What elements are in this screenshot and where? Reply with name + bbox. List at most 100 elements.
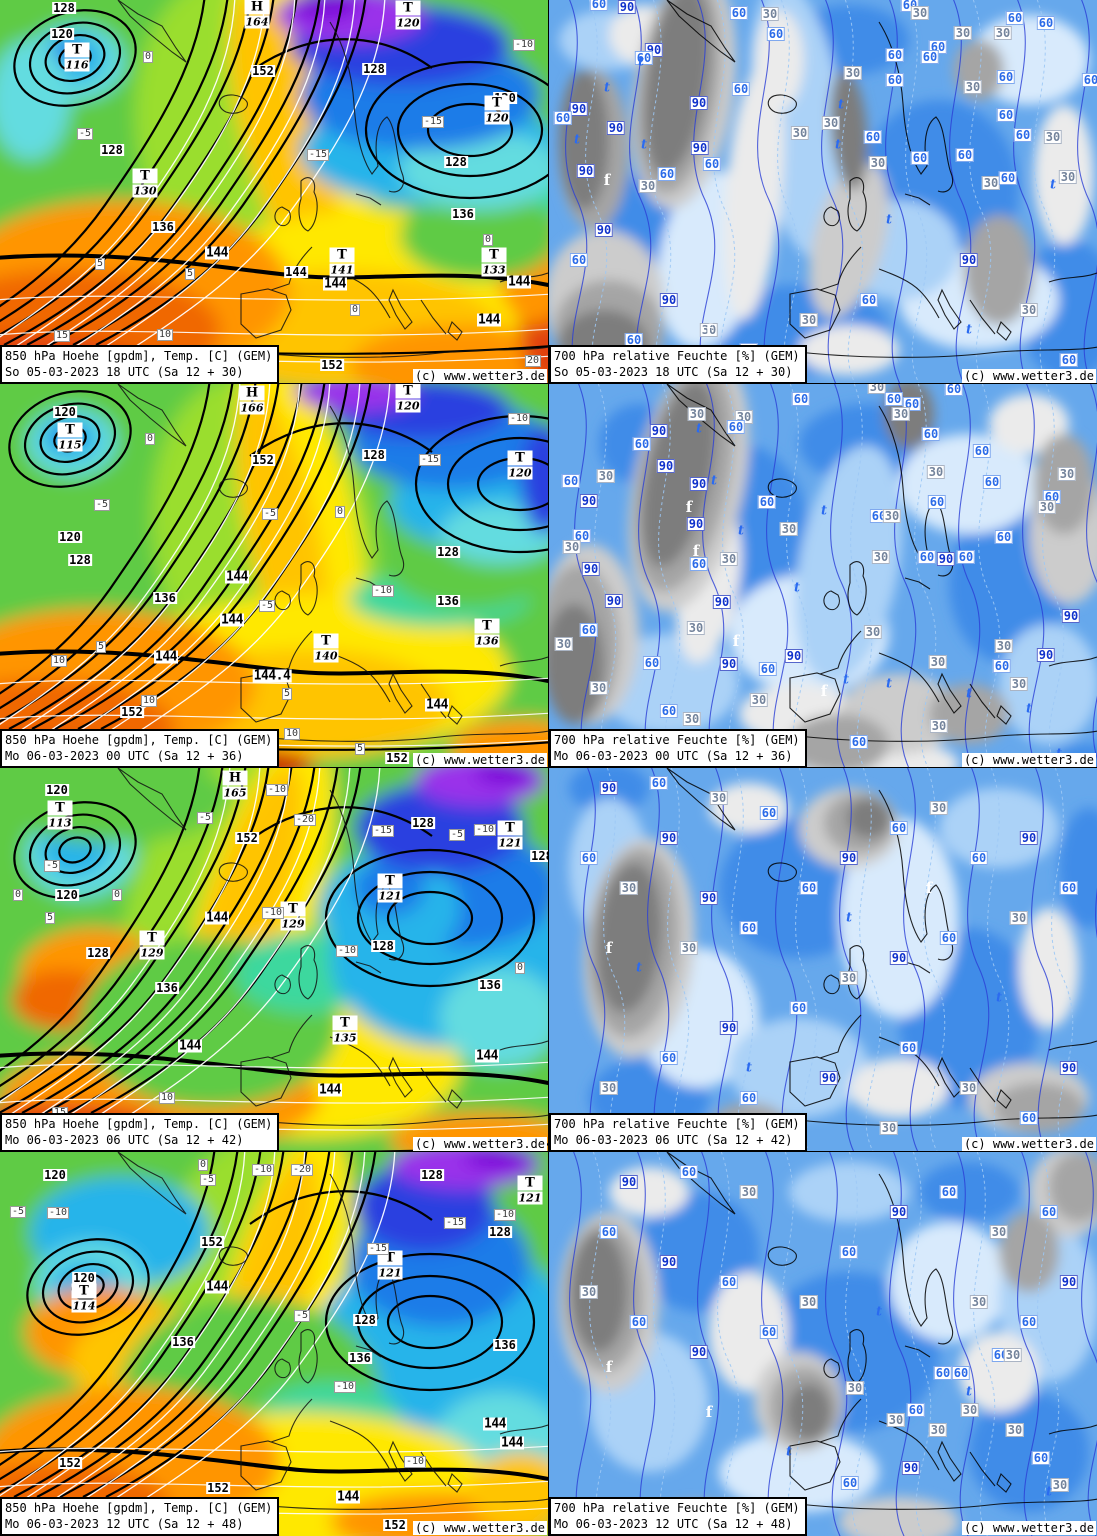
height-contour-label: 144 xyxy=(220,612,244,628)
humidity-contour-label: 90 xyxy=(606,121,626,135)
humidity-contour-label: 30 xyxy=(579,1285,599,1299)
humidity-contour-label: 60 xyxy=(569,253,589,267)
humidity-contour-label: 30 xyxy=(953,26,973,40)
height-contour-label: 152 xyxy=(200,1235,224,1249)
humidity-contour-label: 90 xyxy=(784,649,804,663)
humidity-contour-label: 60 xyxy=(553,111,573,125)
height-contour-label: 144 xyxy=(500,1435,524,1451)
humidity-contour-label: 60 xyxy=(649,776,669,790)
copyright-watermark: (c) www.wetter3.de xyxy=(412,1137,547,1151)
f-symbol: f xyxy=(605,1358,613,1376)
humidity-contour-label: 30 xyxy=(871,550,891,564)
temperature-contour-label: 0 xyxy=(482,234,494,246)
panel-info-box: 700 hPa relative Feuchte [%] (GEM) Mo 06-… xyxy=(549,1112,807,1152)
t-symbol: t xyxy=(603,80,611,96)
humidity-contour-label: 30 xyxy=(1005,1423,1025,1437)
panel-title: 700 hPa relative Feuchte [%] (GEM) xyxy=(554,1116,800,1131)
map-panel-700hpa-humidity-row1: 6090603060906060906090903090606090306030… xyxy=(548,0,1097,385)
height-contour-label: 144 xyxy=(154,649,178,665)
t-symbol: t xyxy=(820,503,828,519)
humidity-contour-label: 30 xyxy=(679,941,699,955)
height-contour-label: 144 xyxy=(284,265,308,279)
temperature-contour-label: 20 xyxy=(524,355,542,367)
temperature-contour-label: -5 xyxy=(199,1174,217,1186)
height-contour-label: 152 xyxy=(320,358,344,372)
temperature-contour-label: -10 xyxy=(507,413,531,425)
humidity-contour-label: 30 xyxy=(739,1185,759,1199)
height-contour-label: 128 xyxy=(436,545,460,559)
f-symbol: f xyxy=(820,682,828,700)
low-center-marker: T 115 xyxy=(57,422,83,452)
humidity-contour-label: 30 xyxy=(928,1423,948,1437)
humidity-contour-label: 60 xyxy=(731,82,751,96)
humidity-contour-label: 60 xyxy=(634,51,654,65)
height-contour-label: 120 xyxy=(72,1271,96,1285)
panel-info-box: 850 hPa Hoehe [gpdm], Temp. [C] (GEM) Mo … xyxy=(0,728,280,768)
temperature-contour-label: -10 xyxy=(251,1164,275,1176)
humidity-contour-label: 90 xyxy=(1059,1275,1079,1289)
humidity-contour-label: 30 xyxy=(843,66,863,80)
f-symbol: f xyxy=(685,498,693,516)
temperature-contour-label: -15 xyxy=(421,116,445,128)
humidity-contour-label: 60 xyxy=(899,1041,919,1055)
t-symbol: t xyxy=(885,676,893,692)
humidity-contour-label: 30 xyxy=(867,384,887,394)
humidity-contour-label: 90 xyxy=(959,253,979,267)
temperature-contour-label: -5 xyxy=(43,860,61,872)
high-center-marker: H 165 xyxy=(222,770,248,800)
temperature-contour-label: -10 xyxy=(403,1456,427,1468)
f-symbol: f xyxy=(692,542,700,560)
map-panel-850hpa-height-temp-row1: 1281201521281201281281361361441521441441… xyxy=(0,0,549,385)
humidity-contour-label: 30 xyxy=(910,6,930,20)
humidity-contour-label: 30 xyxy=(1009,677,1029,691)
humidity-contour-label: 60 xyxy=(579,851,599,865)
humidity-contour-label: 30 xyxy=(1043,130,1063,144)
panel-timestamp: So 05-03-2023 18 UTC (Sa 12 + 30) xyxy=(554,364,793,379)
panel-info-box: 700 hPa relative Feuchte [%] (GEM) Mo 06-… xyxy=(549,1496,807,1536)
humidity-contour-label: 30 xyxy=(993,26,1013,40)
humidity-contour-label: 30 xyxy=(1009,911,1029,925)
humidity-contour-label: 90 xyxy=(689,477,709,491)
temperature-contour-label: -10 xyxy=(265,784,289,796)
humidity-contour-label: 60 xyxy=(859,293,879,307)
coastline xyxy=(666,0,1097,358)
height-contour-label: 120 xyxy=(53,405,77,419)
height-contour-label: 144 xyxy=(507,274,531,290)
low-center-marker: T 136 xyxy=(474,618,500,648)
temperature-contour-label: -15 xyxy=(443,1217,467,1229)
height-contour-label: 136 xyxy=(171,1335,195,1349)
humidity-contour-label: 90 xyxy=(656,459,676,473)
humidity-contour-label: 60 xyxy=(758,662,778,676)
humidity-contour-label: 30 xyxy=(969,1295,989,1309)
temperature-contour-label: -10 xyxy=(512,39,536,51)
panel-timestamp: Mo 06-03-2023 06 UTC (Sa 12 + 42) xyxy=(554,1132,793,1147)
height-contour-label: 136 xyxy=(348,1351,372,1365)
temperature-contour-label: 0 xyxy=(111,889,123,901)
height-contour-label: 144 xyxy=(477,312,501,328)
humidity-contour-label: 90 xyxy=(686,517,706,531)
humidity-contour-label: 30 xyxy=(1037,500,1057,514)
humidity-contour-label: 30 xyxy=(599,1081,619,1095)
t-symbol: t xyxy=(785,1444,793,1460)
humidity-contour-label: 90 xyxy=(819,1071,839,1085)
humidity-contour-label: 60 xyxy=(757,495,777,509)
humidity-contour-label: 90 xyxy=(594,223,614,237)
temperature-contour-label: -10 xyxy=(493,1209,517,1221)
map-panel-850hpa-height-temp-row4: 120 152 120 128 128 128 136 136 136 152 152 152 144 1… xyxy=(0,1151,549,1536)
humidity-contour-label: 90 xyxy=(659,831,679,845)
low-center-marker: T 114 xyxy=(71,1283,97,1313)
temperature-contour-label: -5 xyxy=(93,499,111,511)
height-contour-label: 152 xyxy=(383,1518,407,1532)
humidity-contour-label: 30 xyxy=(790,126,810,140)
humidity-contour-label: 60 xyxy=(579,623,599,637)
height-contour-label: 144 xyxy=(425,697,449,713)
humidity-contour-label: 30 xyxy=(1058,170,1078,184)
humidity-contour-label: 30 xyxy=(868,156,888,170)
temperature-contour-label: 0 xyxy=(514,962,526,974)
humidity-contour-label: 60 xyxy=(982,475,1002,489)
temperature-contour-label: -10 xyxy=(261,907,285,919)
humidity-contour-label: 60 xyxy=(766,27,786,41)
copyright-watermark: (c) www.wetter3.de xyxy=(412,753,547,767)
map-panel-850hpa-height-temp-row2: 120 152 120 128 128 136 136 128 152 152 144 144 144 1… xyxy=(0,383,549,769)
panel-timestamp: So 05-03-2023 18 UTC (Sa 12 + 30) xyxy=(5,364,244,379)
